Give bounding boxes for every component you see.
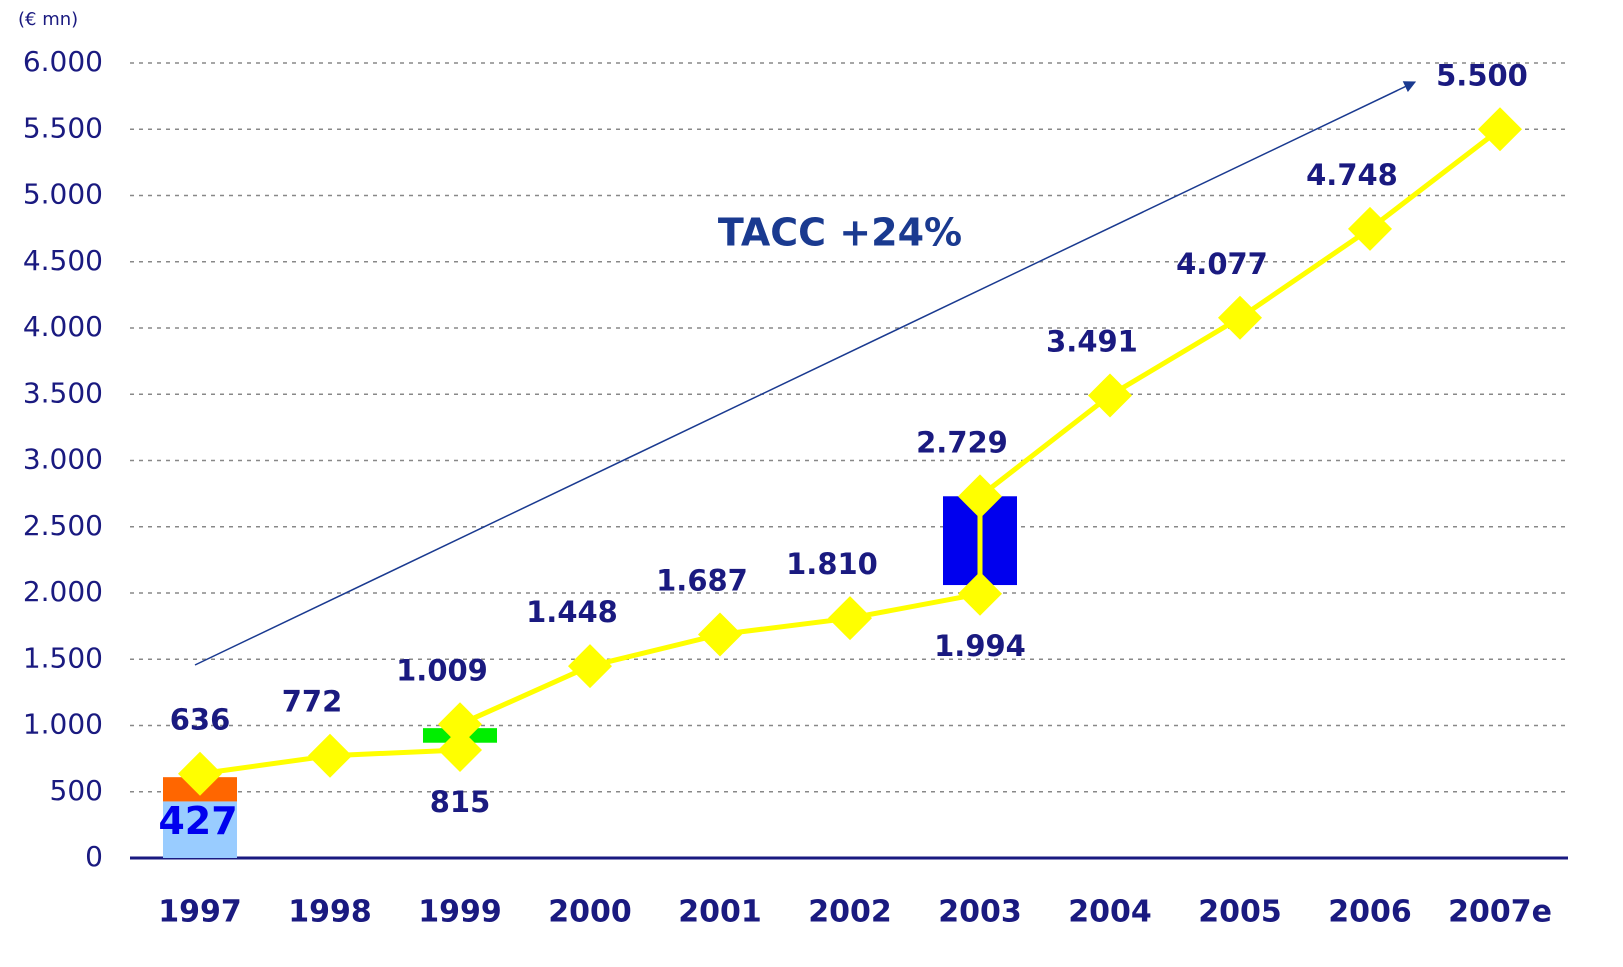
y-tick-label: 1.500 [23,641,103,674]
y-tick-label: 4.000 [23,310,103,343]
y-tick-label: 0 [85,840,103,873]
value-label: 4.077 [1176,247,1268,281]
unit-label: (€ mn) [18,9,78,30]
marker [1088,373,1132,418]
trend-arrow [194,81,1417,666]
marker [438,702,482,747]
value-label: 1.687 [656,563,748,597]
marker [308,733,352,778]
x-tick-label: 2000 [548,895,632,930]
x-tick-label: 2003 [938,895,1022,930]
y-tick-label: 5.000 [23,178,103,211]
y-tick-label: 500 [50,774,103,807]
x-tick-label: 1997 [158,895,242,930]
value-label: 636 [170,703,231,737]
marker [438,728,482,773]
y-tick-label: 3.500 [23,376,103,409]
marker [178,751,222,796]
boxes: 427 [158,496,1017,858]
value-label: 4.748 [1306,158,1398,192]
marker [1478,107,1522,152]
y-tick-label: 2.500 [23,509,103,542]
box-label: 427 [158,799,237,843]
value-label: 5.500 [1436,58,1528,92]
x-tick-label: 1998 [288,895,372,930]
marker [958,474,1002,519]
y-tick-label: 5.500 [23,111,103,144]
value-label: 772 [282,685,343,719]
box [163,801,237,858]
value-label: 2.729 [916,425,1008,459]
marker [1218,295,1262,340]
value-label: 815 [430,785,491,819]
marker [568,644,612,689]
y-tick-label: 3.000 [23,443,103,476]
x-tick-label: 2002 [808,895,892,930]
grid: 0 500 1.000 1.500 2.000 2.500 3.000 3.500 4.000 4… [23,45,1568,873]
marker [1348,206,1392,251]
y-tick-label: 2.000 [23,575,103,608]
y-tick-label: 1.000 [23,708,103,741]
x-tick-label: 1999 [418,895,502,930]
y-tick-label: 6.000 [23,45,103,78]
x-tick-label: 2001 [678,895,762,930]
value-label: 1.009 [396,653,488,687]
marker [828,596,872,641]
x-tick-label: 2007e [1448,895,1552,930]
annotation: TACC +24% [718,211,962,255]
value-label: 1.810 [786,547,878,581]
plot: 1997 1998 1999 2000 2001 2002 2003 2004 2005 2006… [158,58,1552,929]
value-label: 1.994 [934,629,1026,663]
x-tick-label: 2004 [1068,895,1152,930]
value-label: 1.448 [526,595,618,629]
x-tick-label: 2005 [1198,895,1282,930]
y-tick-label: 4.500 [23,244,103,277]
x-tick-label: 2006 [1328,895,1412,930]
value-label: 3.491 [1046,324,1138,358]
marker [698,612,742,657]
marker [958,571,1002,616]
